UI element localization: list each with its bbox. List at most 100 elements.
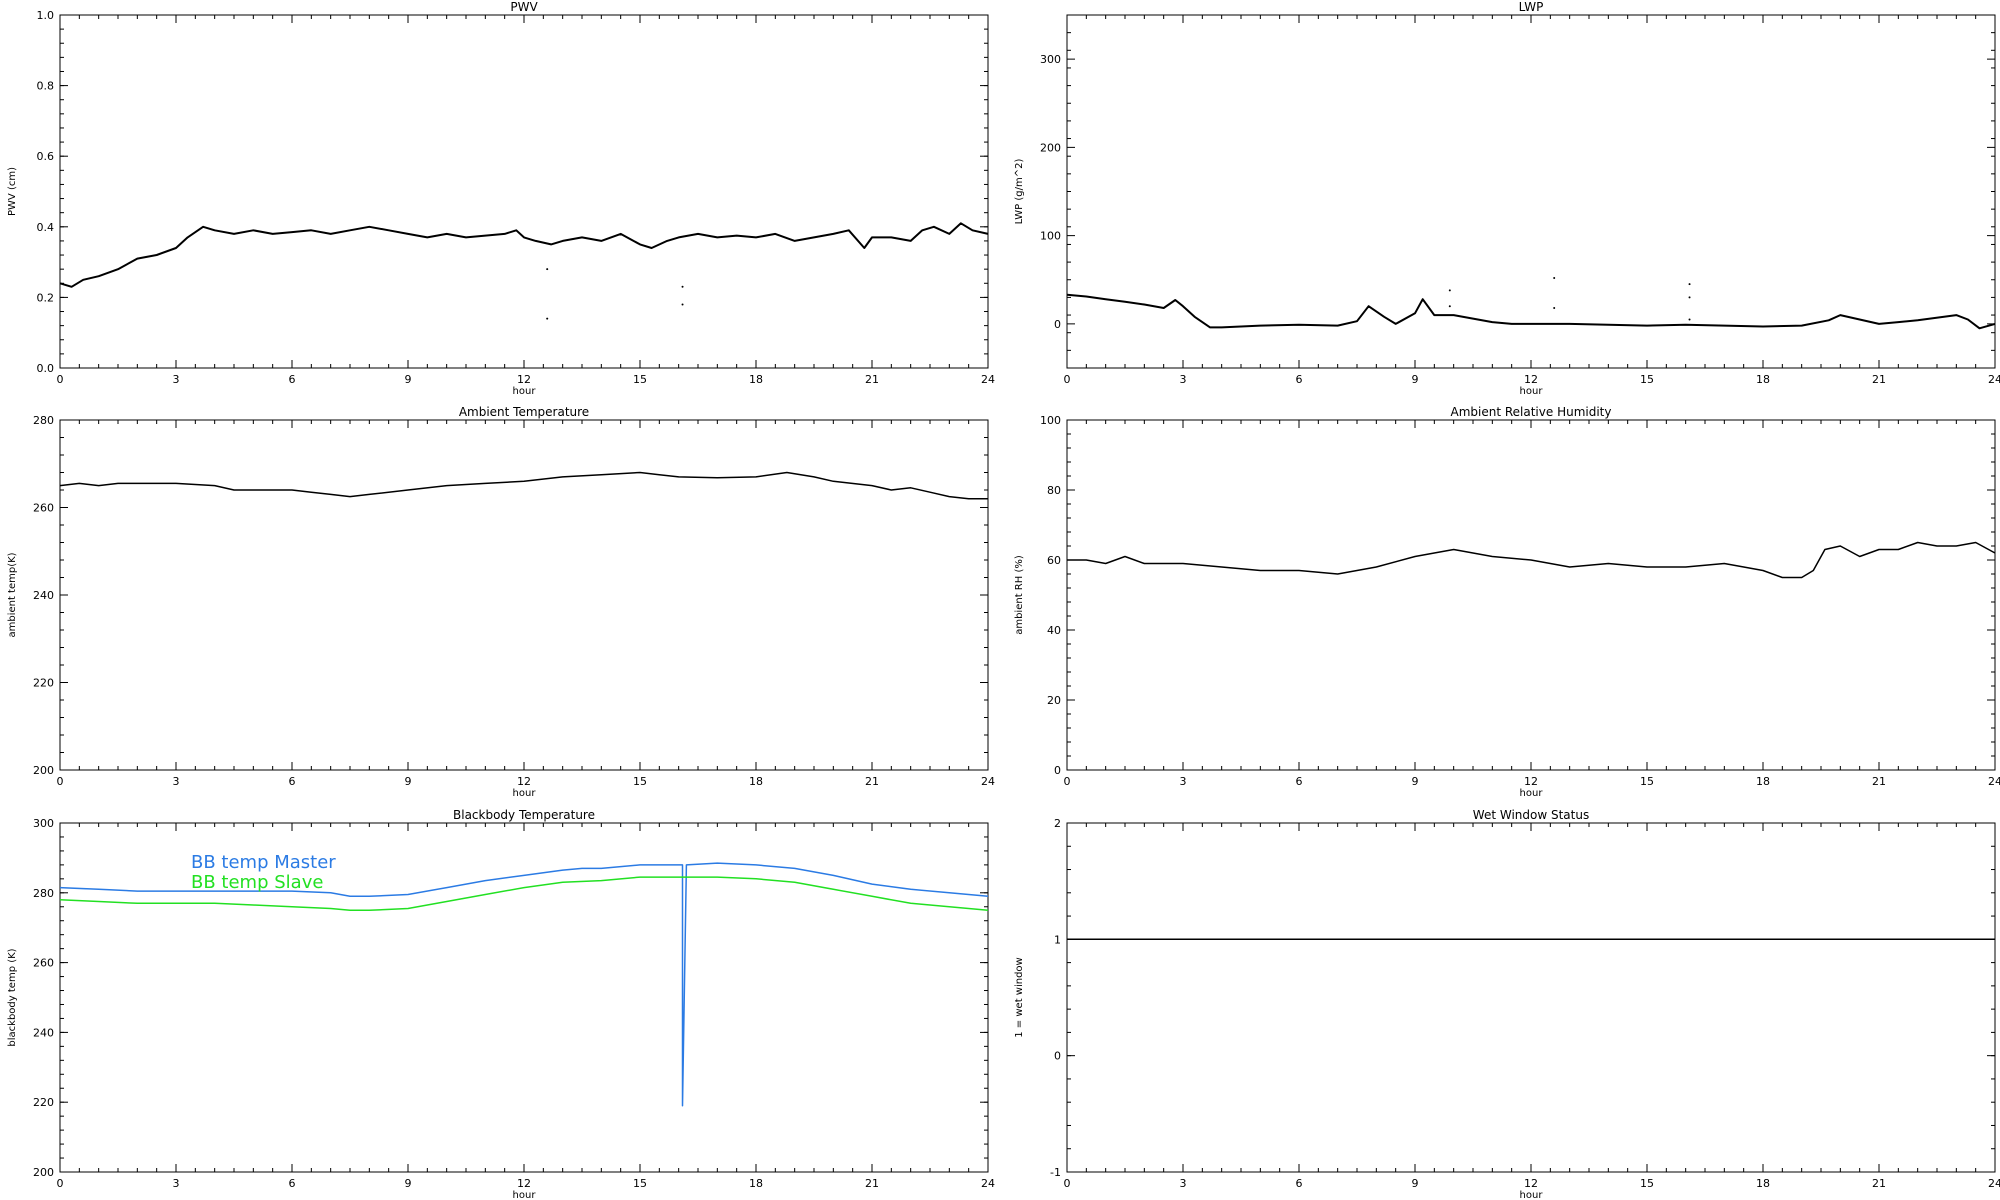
y-tick-label: 60 xyxy=(1047,554,1061,567)
y-tick-label: 300 xyxy=(1040,53,1061,66)
x-tick-label: 24 xyxy=(981,373,995,386)
x-tick-label: 15 xyxy=(633,373,647,386)
x-tick-label: 3 xyxy=(1180,373,1187,386)
series-line-0 xyxy=(1066,293,1996,330)
x-axis-label: hour xyxy=(513,788,537,799)
x-tick-label: 3 xyxy=(173,1177,180,1190)
x-tick-label: 15 xyxy=(633,1177,647,1190)
x-tick-label: 12 xyxy=(1524,775,1538,788)
data-point xyxy=(1688,318,1691,321)
x-tick-label: 6 xyxy=(289,373,296,386)
x-tick-label: 24 xyxy=(1988,1177,2000,1190)
y-tick-label: 240 xyxy=(33,589,54,602)
data-point xyxy=(546,317,549,320)
y-tick-label: 220 xyxy=(33,677,54,690)
plot-frame xyxy=(59,419,989,771)
panel-pwv: 0 3 6 9 12 15 18 21 24 0.0 0.2 0.4 0.6 0.8 1.0 PWV hour P… xyxy=(7,0,995,397)
x-tick-label: 21 xyxy=(865,775,879,788)
plot-frame xyxy=(1066,419,1996,771)
x-tick-label: 24 xyxy=(981,1177,995,1190)
x-tick-label: 9 xyxy=(405,1177,412,1190)
y-tick-label: 260 xyxy=(33,502,54,515)
x-tick-label: 21 xyxy=(1872,373,1886,386)
data-point xyxy=(1553,276,1556,279)
legend-entry: BB temp Master xyxy=(191,852,336,873)
x-tick-label: 21 xyxy=(865,1177,879,1190)
y-tick-label: 0 xyxy=(1054,764,1061,777)
x-tick-label: 6 xyxy=(1296,373,1303,386)
x-tick-label: 0 xyxy=(57,1177,64,1190)
x-tick-label: 12 xyxy=(517,1177,531,1190)
x-axis-label: hour xyxy=(1520,788,1544,799)
x-tick-label: 0 xyxy=(1064,775,1071,788)
y-tick-label: 0 xyxy=(1054,318,1061,331)
y-tick-label: 1 xyxy=(1054,933,1061,946)
x-tick-label: 15 xyxy=(1640,373,1654,386)
data-point xyxy=(1448,305,1451,308)
y-tick-label: 280 xyxy=(33,414,54,427)
x-tick-label: 12 xyxy=(517,775,531,788)
y-tick-label: 100 xyxy=(1040,414,1061,427)
chart-title: PWV xyxy=(510,0,538,14)
x-tick-label: 18 xyxy=(749,775,763,788)
x-tick-label: 9 xyxy=(405,373,412,386)
x-tick-label: 18 xyxy=(1756,1177,1770,1190)
y-tick-label: 200 xyxy=(33,764,54,777)
y-axis-label: 1 = wet window xyxy=(1014,957,1025,1037)
series-line-0 xyxy=(59,862,989,1107)
series-line-1 xyxy=(59,876,989,912)
y-tick-label: 80 xyxy=(1047,484,1061,497)
y-tick-label: 240 xyxy=(33,1026,54,1039)
x-tick-label: 15 xyxy=(1640,1177,1654,1190)
y-tick-label: 200 xyxy=(1040,141,1061,154)
chart-title: LWP xyxy=(1519,0,1544,14)
plot-frame xyxy=(1066,822,1996,1173)
y-axis-label: PWV (cm) xyxy=(7,167,18,216)
y-axis-label: ambient temp(K) xyxy=(7,552,18,637)
data-point xyxy=(1448,289,1451,292)
y-tick-label: 0.8 xyxy=(37,80,55,93)
y-axis-label: LWP (g/m^2) xyxy=(1014,159,1025,225)
chart-title: Ambient Temperature xyxy=(459,405,589,419)
series-line-0 xyxy=(59,471,988,500)
data-point xyxy=(1688,296,1691,299)
y-tick-label: 0 xyxy=(1054,1050,1061,1063)
data-point xyxy=(681,285,684,288)
plot-frame xyxy=(59,14,989,369)
x-tick-label: 18 xyxy=(749,373,763,386)
x-tick-label: 12 xyxy=(1524,1177,1538,1190)
x-tick-label: 6 xyxy=(1296,1177,1303,1190)
x-tick-label: 21 xyxy=(865,373,879,386)
x-tick-label: 24 xyxy=(1988,775,2000,788)
panel-ambient-temp: 0 3 6 9 12 15 18 21 24 200 220 240 260 280 Ambient Tem… xyxy=(7,405,995,799)
x-tick-label: 6 xyxy=(1296,775,1303,788)
plot-frame xyxy=(1066,14,1996,369)
x-axis-label: hour xyxy=(1520,386,1544,397)
x-axis-label: hour xyxy=(513,1190,537,1200)
y-tick-label: 0.4 xyxy=(37,221,55,234)
y-tick-label: 100 xyxy=(1040,230,1061,243)
chart-title: Wet Window Status xyxy=(1473,808,1589,822)
panel-lwp: 0 3 6 9 12 15 18 21 24 0 100 200 300 LWP hour LWP (g/m^… xyxy=(1014,0,2000,397)
x-axis-label: hour xyxy=(1520,1190,1544,1200)
y-tick-label: 20 xyxy=(1047,694,1061,707)
y-tick-label: 2 xyxy=(1054,817,1061,830)
y-axis-label: ambient RH (%) xyxy=(1014,555,1025,635)
data-point xyxy=(546,268,549,271)
x-tick-label: 18 xyxy=(1756,775,1770,788)
x-tick-label: 21 xyxy=(1872,1177,1886,1190)
chart-title: Blackbody Temperature xyxy=(453,808,595,822)
x-tick-label: 0 xyxy=(1064,373,1071,386)
x-tick-label: 21 xyxy=(1872,775,1886,788)
x-axis-label: hour xyxy=(513,386,537,397)
panel-blackbody-temp: 0 3 6 9 12 15 18 21 24 200 220 240 260 280 300 Blackbod… xyxy=(7,808,995,1200)
x-tick-label: 0 xyxy=(57,775,64,788)
x-tick-label: 3 xyxy=(173,373,180,386)
y-tick-label: 0.6 xyxy=(37,150,55,163)
x-tick-label: 9 xyxy=(405,775,412,788)
x-tick-label: 12 xyxy=(1524,373,1538,386)
y-tick-label: 220 xyxy=(33,1096,54,1109)
x-tick-label: 0 xyxy=(57,373,64,386)
